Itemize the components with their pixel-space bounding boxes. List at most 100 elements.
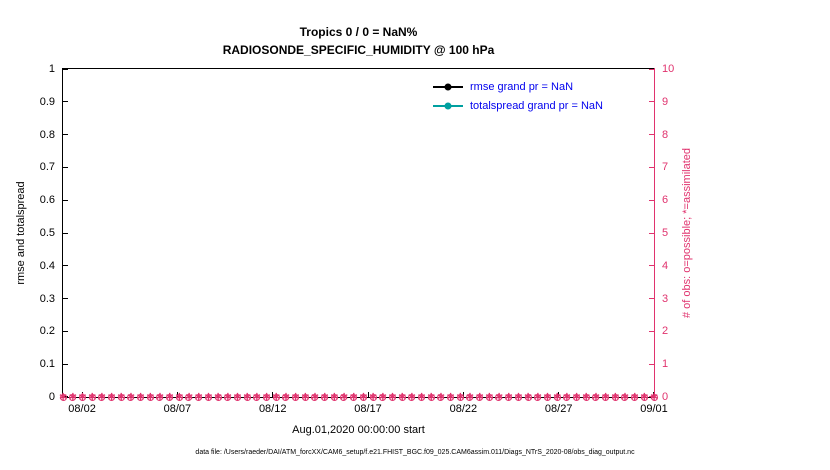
obs-assimilated-asterisk-icon: ∗ [242, 390, 252, 403]
obs-possible-circle-icon [650, 393, 658, 401]
obs-count-marker: ∗ [552, 390, 562, 403]
obs-possible-circle-icon [253, 393, 261, 401]
obs-count-marker: ∗ [232, 390, 243, 403]
obs-assimilated-asterisk-icon: ∗ [349, 390, 359, 403]
obs-count-marker: ∗ [504, 390, 514, 403]
obs-assimilated-asterisk-icon: ∗ [475, 390, 485, 403]
obs-assimilated-asterisk-icon: ∗ [465, 390, 475, 403]
obs-count-marker: ∗ [97, 390, 107, 403]
obs-assimilated-asterisk-icon: ∗ [261, 390, 272, 403]
y-axis-left-tick-label: 0.6 [39, 194, 55, 207]
obs-possible-circle-icon [447, 393, 455, 401]
obs-count-marker: ∗ [378, 390, 388, 403]
obs-possible-circle-icon [427, 393, 435, 401]
obs-assimilated-asterisk-icon: ∗ [562, 390, 572, 403]
obs-possible-circle-icon [175, 393, 183, 401]
obs-possible-circle-icon [553, 393, 561, 401]
y-axis-right-label: # of obs: o=possible; *=assimilated [681, 148, 693, 318]
obs-possible-circle-icon [534, 393, 542, 401]
obs-count-marker: ∗ [300, 390, 310, 403]
chart-subtitle: RADIOSONDE_SPECIFIC_HUMIDITY @ 100 hPa [222, 43, 495, 57]
obs-assimilated-asterisk-icon: ∗ [271, 390, 281, 403]
obs-assimilated-asterisk-icon: ∗ [136, 390, 146, 403]
obs-possible-circle-icon [69, 393, 77, 401]
y-axis-right-tick [649, 199, 654, 201]
obs-possible-circle-icon [485, 393, 493, 401]
obs-count-marker: ∗ [494, 390, 504, 403]
obs-count-marker: ∗ [107, 391, 116, 402]
obs-assimilated-asterisk-icon: ∗ [601, 390, 611, 403]
obs-count-marker: ∗ [543, 391, 552, 402]
obs-assimilated-asterisk-icon: ∗ [407, 390, 417, 403]
obs-assimilated-asterisk-icon: ∗ [504, 390, 514, 403]
obs-count-marker: ∗ [320, 391, 329, 402]
obs-count-marker: ∗ [417, 391, 426, 402]
obs-possible-circle-icon [505, 393, 513, 401]
obs-count-marker: ∗ [59, 391, 68, 402]
obs-possible-circle-icon [233, 393, 241, 401]
y-axis-left-tick [63, 298, 68, 300]
x-axis-tick-label: 08/12 [258, 403, 287, 415]
obs-possible-circle-icon [127, 393, 135, 401]
obs-assimilated-asterisk-icon: ∗ [165, 390, 175, 403]
obs-possible-circle-icon [621, 393, 629, 401]
y-axis-left-tick [63, 265, 68, 267]
obs-possible-circle-icon [582, 393, 590, 401]
obs-assimilated-asterisk-icon: ∗ [513, 390, 524, 403]
y-axis-left-tick-label: 0.4 [39, 259, 55, 272]
obs-possible-circle-icon [272, 393, 280, 401]
obs-assimilated-asterisk-icon: ∗ [300, 390, 310, 403]
obs-possible-circle-icon [359, 393, 367, 401]
obs-possible-circle-icon [563, 393, 571, 401]
obs-possible-circle-icon [185, 393, 193, 401]
y-axis-left-label: rmse and totalspread [15, 181, 27, 285]
obs-assimilated-asterisk-icon: ∗ [387, 390, 398, 403]
obs-count-marker: ∗ [591, 390, 601, 403]
obs-count-marker: ∗ [242, 390, 252, 403]
obs-assimilated-asterisk-icon: ∗ [571, 390, 582, 403]
plot-area: rmse grand pr = NaN totalspread grand pr … [40, 63, 675, 415]
obs-assimilated-asterisk-icon: ∗ [397, 390, 407, 403]
obs-possible-circle-icon [417, 393, 425, 401]
obs-assimilated-asterisk-icon: ∗ [620, 390, 630, 403]
obs-count-marker: ∗ [387, 390, 398, 403]
obs-possible-circle-icon [166, 393, 174, 401]
obs-count-marker: ∗ [407, 390, 417, 403]
obs-assimilated-asterisk-icon: ∗ [639, 390, 650, 403]
obs-count-marker: ∗ [465, 390, 475, 403]
obs-assimilated-asterisk-icon: ∗ [378, 390, 388, 403]
y-axis-left-tick [63, 232, 68, 234]
obs-count-marker: ∗ [455, 390, 465, 403]
obs-assimilated-asterisk-icon: ∗ [97, 390, 107, 403]
obs-possible-circle-icon [243, 393, 251, 401]
legend-item-label: rmse grand pr = NaN [470, 81, 574, 93]
obs-possible-circle-icon [98, 393, 106, 401]
y-axis-right-tick-label: 6 [662, 194, 669, 207]
obs-assimilated-asterisk-icon: ∗ [552, 390, 562, 403]
obs-assimilated-asterisk-icon: ∗ [494, 390, 504, 403]
obs-assimilated-asterisk-icon: ∗ [358, 390, 369, 403]
obs-count-marker: ∗ [611, 391, 620, 402]
y-axis-left-tick [63, 134, 68, 136]
obs-count-marker: ∗ [426, 390, 436, 403]
obs-assimilated-asterisk-icon: ∗ [591, 390, 601, 403]
obs-assimilated-asterisk-icon: ∗ [184, 390, 194, 403]
x-axis-tick-label: 08/07 [163, 403, 192, 415]
obs-possible-circle-icon [292, 393, 300, 401]
y-axis-right-tick-label: 3 [662, 292, 669, 305]
x-axis-tick [367, 392, 369, 397]
y-axis-left-tick [63, 199, 68, 201]
obs-possible-circle-icon [301, 393, 309, 401]
obs-assimilated-asterisk-icon: ∗ [232, 390, 243, 403]
obs-possible-circle-icon [224, 393, 232, 401]
obs-possible-circle-icon [117, 393, 125, 401]
obs-assimilated-asterisk-icon: ∗ [533, 390, 543, 403]
obs-count-marker: ∗ [446, 391, 455, 402]
obs-count-marker: ∗ [214, 391, 223, 402]
obs-possible-circle-icon [330, 393, 338, 401]
obs-assimilated-asterisk-icon: ∗ [455, 390, 465, 403]
obs-possible-circle-icon [340, 393, 348, 401]
y-axis-left-tick-label: 0.9 [39, 95, 55, 108]
obs-assimilated-asterisk-icon: ∗ [426, 390, 436, 403]
